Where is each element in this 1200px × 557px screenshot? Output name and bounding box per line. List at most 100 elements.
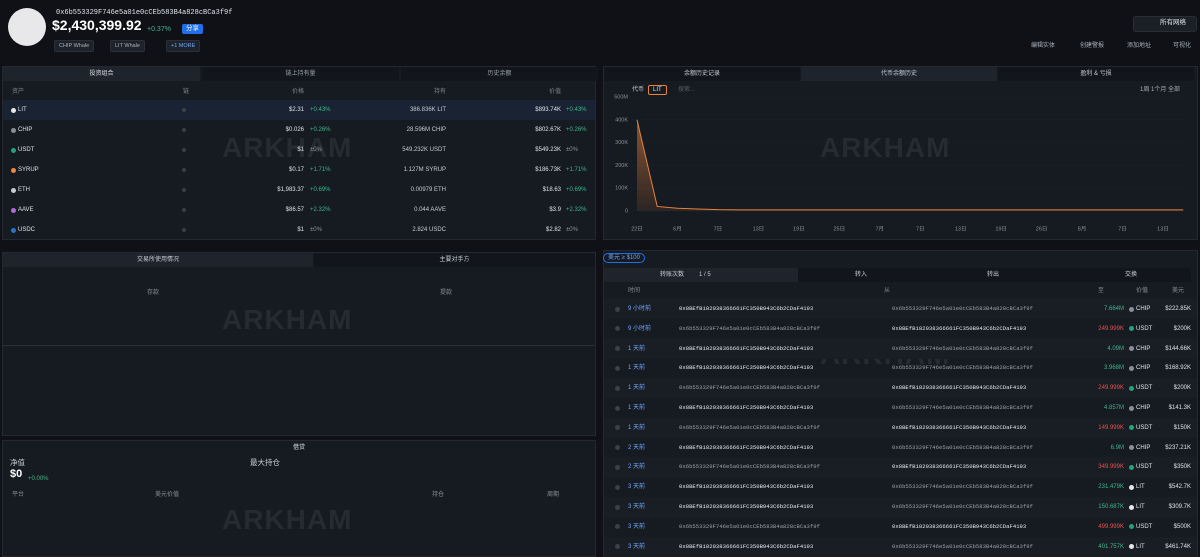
token[interactable]: LIT [1136, 504, 1145, 510]
to-address[interactable]: 0x8BEfB182038366661FC350B943C6b2CDaF4193 [892, 324, 1027, 332]
token[interactable]: USDT [1136, 325, 1153, 332]
time[interactable]: 3 天前 [628, 543, 646, 550]
token[interactable]: LIT [1136, 543, 1145, 550]
asset[interactable]: LIT [18, 107, 27, 113]
search[interactable]: 搜索... [678, 87, 696, 93]
time[interactable]: 1 天前 [628, 385, 646, 392]
asset[interactable]: CHIP [18, 127, 33, 133]
tab-label[interactable]: 投资组合 [89, 71, 114, 77]
time[interactable]: 3 天前 [628, 504, 646, 510]
token-chip[interactable]: LIT [648, 85, 667, 95]
to-address[interactable]: 0x6b553329F746e5a01e0cCEb583B4a828cBCa3f… [892, 344, 1033, 352]
tab-label[interactable]: 盈利 & 亏损 [1080, 71, 1112, 77]
asset[interactable]: SYRUP [18, 167, 39, 173]
tab-label[interactable]: 主要对手方 [439, 257, 470, 263]
token[interactable]: CHIP [1136, 345, 1151, 352]
time[interactable]: 2 天前 [628, 444, 646, 451]
from-address[interactable]: 0x8BEfB182038366661FC350B943C6b2CDaF4193 [679, 364, 814, 372]
time[interactable]: 1 天前 [628, 424, 646, 431]
tab[interactable] [401, 67, 598, 81]
tab[interactable] [314, 253, 595, 267]
action[interactable]: 创建警报 [1080, 43, 1105, 49]
from-address[interactable]: 0x8BEfB182038366661FC350B943C6b2CDaF4193 [679, 305, 814, 312]
action[interactable]: 编辑实体 [1031, 43, 1056, 49]
tab[interactable] [604, 67, 800, 81]
to-address[interactable]: 0x8BEfB182038366661FC350B943C6b2CDaF4193 [892, 384, 1027, 392]
tab[interactable] [3, 253, 313, 267]
time[interactable]: 3 天前 [628, 523, 646, 530]
from-address[interactable]: 0x8BEfB182038366661FC350B943C6b2CDaF4193 [679, 483, 814, 491]
tab[interactable] [801, 67, 997, 81]
from-address[interactable]: 0x6b553329F746e5a01e0cCEb583B4a828cBCa3f… [679, 384, 820, 392]
from-address[interactable]: 0x6b553329F746e5a01e0cCEb583B4a828cBCa3f… [679, 522, 820, 530]
from-address[interactable]: 0x8BEfB182038366661FC350B943C6b2CDaF4193 [679, 503, 814, 510]
tag[interactable]: CHIP Whale [54, 40, 95, 52]
amount: 249.999K [1098, 385, 1124, 392]
pager[interactable]: 1 / 5 [699, 272, 711, 278]
asset[interactable]: ETH [18, 187, 30, 193]
asset[interactable]: AAVE [18, 207, 34, 213]
token[interactable]: USDT [1136, 523, 1153, 530]
tab[interactable] [604, 268, 798, 282]
token[interactable]: CHIP [1136, 444, 1151, 451]
to-address[interactable]: 0x8BEfB182038366661FC350B943C6b2CDaF4193 [892, 522, 1027, 530]
asset[interactable]: USDT [18, 147, 35, 153]
to-address[interactable]: 0x6b553329F746e5a01e0cCEb583B4a828cBCa3f… [892, 364, 1033, 372]
tab-label[interactable]: 代币余额历史 [880, 71, 917, 77]
holding: 549.232K USDT [402, 147, 446, 153]
time[interactable]: 9 小时前 [628, 306, 652, 312]
tab-label[interactable]: 转账次数 [660, 272, 685, 278]
tab-label[interactable]: 转入 [855, 272, 868, 278]
action[interactable]: 添加地址 [1127, 43, 1152, 49]
token[interactable]: USDT [1136, 385, 1153, 392]
from-address[interactable]: 0x6b553329F746e5a01e0cCEb583B4a828cBCa3f… [679, 463, 820, 471]
network-button[interactable] [1133, 16, 1197, 32]
token[interactable]: USDT [1136, 424, 1153, 431]
network[interactable]: 所有网络 [1160, 19, 1186, 26]
tab-label[interactable]: 历史余额 [487, 71, 512, 77]
tab-label[interactable]: 交易所使用情况 [136, 257, 179, 263]
asset[interactable]: USDC [18, 227, 36, 233]
to-address[interactable]: 0x6b553329F746e5a01e0cCEb583B4a828cBCa3f… [892, 305, 1033, 312]
time[interactable]: 9 小时前 [628, 325, 652, 332]
token[interactable]: CHIP [1136, 306, 1151, 312]
from-address[interactable]: 0x8BEfB182038366661FC350B943C6b2CDaF4193 [679, 542, 814, 550]
to-address[interactable]: 0x6b553329F746e5a01e0cCEb583B4a828cBCa3f… [892, 483, 1033, 491]
tab[interactable] [798, 268, 929, 282]
token[interactable]: CHIP [1136, 365, 1151, 372]
token[interactable]: CHIP [1136, 405, 1151, 411]
tab[interactable] [998, 67, 1194, 81]
tag[interactable]: +1 MORE [166, 40, 201, 52]
to-address[interactable]: 0x6b553329F746e5a01e0cCEb583B4a828cBCa3f… [892, 443, 1033, 451]
tab[interactable] [202, 67, 399, 81]
tag[interactable]: LIT Whale [110, 40, 145, 52]
time[interactable]: 1 天前 [628, 405, 646, 411]
tab[interactable] [929, 268, 1060, 282]
tab-label[interactable]: 余额历史记录 [683, 71, 720, 77]
filter-chip[interactable]: 美元 ≥ $100 [603, 253, 645, 263]
tab-label[interactable]: 交换 [1125, 272, 1138, 278]
to-address[interactable]: 0x6b553329F746e5a01e0cCEb583B4a828cBCa3f… [892, 542, 1033, 550]
to-address[interactable]: 0x8BEfB182038366661FC350B943C6b2CDaF4193 [892, 463, 1027, 471]
share-button[interactable]: 分享 [182, 24, 203, 34]
tab[interactable] [3, 67, 200, 81]
time[interactable]: 3 天前 [628, 484, 646, 491]
time[interactable]: 1 天前 [628, 365, 646, 372]
time[interactable]: 1 天前 [628, 345, 646, 352]
tab[interactable] [1060, 268, 1191, 282]
to-address[interactable]: 0x6b553329F746e5a01e0cCEb583B4a828cBCa3f… [892, 404, 1033, 411]
to-address[interactable]: 0x8BEfB182038366661FC350B943C6b2CDaF4193 [892, 423, 1027, 431]
from-address[interactable]: 0x8BEfB182038366661FC350B943C6b2CDaF4193 [679, 404, 814, 411]
tab-label[interactable]: 链上持有量 [285, 71, 316, 77]
from-address[interactable]: 0x6b553329F746e5a01e0cCEb583B4a828cBCa3f… [679, 324, 820, 332]
time[interactable]: 2 天前 [628, 464, 646, 471]
action[interactable]: 可视化 [1173, 43, 1192, 49]
tab-label[interactable]: 转出 [987, 272, 1000, 278]
token[interactable]: LIT [1136, 484, 1145, 491]
from-address[interactable]: 0x6b553329F746e5a01e0cCEb583B4a828cBCa3f… [679, 423, 820, 431]
range[interactable]: 1周 1个月 全部 [1140, 87, 1181, 93]
from-address[interactable]: 0x8BEfB182038366661FC350B943C6b2CDaF4193 [679, 443, 814, 451]
to-address[interactable]: 0x6b553329F746e5a01e0cCEb583B4a828cBCa3f… [892, 503, 1033, 510]
from-address[interactable]: 0x8BEfB182038366661FC350B943C6b2CDaF4193 [679, 344, 814, 352]
token[interactable]: USDT [1136, 464, 1153, 471]
